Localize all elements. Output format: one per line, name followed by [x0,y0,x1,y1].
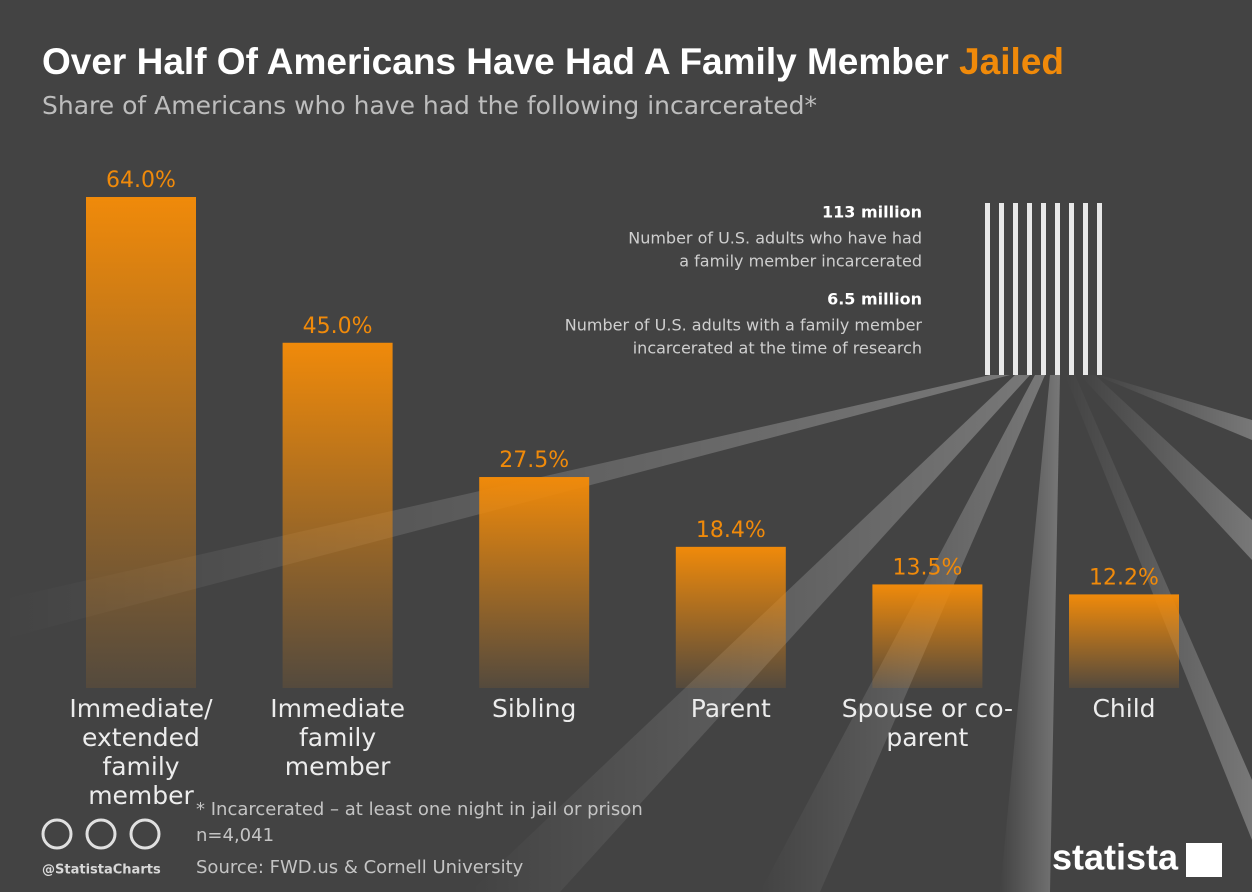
annotation-text: a family member incarcerated [679,252,922,271]
category-label: Immediate/ extended family member [69,694,213,810]
jail-bars [985,203,1102,375]
value-label: 12.2% [1089,565,1159,590]
bar [675,546,786,688]
category-label: Sibling [492,694,577,723]
category-label: Spouse or co-parent [841,694,1014,752]
annotation-text: incarcerated at the time of research [633,339,922,358]
brand-logo [1186,843,1222,877]
annotation-text: Number of U.S. adults who have had [628,229,922,248]
title-main: Over Half Of Americans Have Had A Family… [42,41,949,82]
bar [86,197,196,688]
annotation-figure: 6.5 million [827,290,922,309]
handle: @StatistaCharts [42,863,161,878]
brand: statista [1052,837,1179,878]
value-label: 18.4% [696,518,766,543]
value-label: 45.0% [303,314,373,339]
source: Source: FWD.us & Cornell University [196,857,524,878]
chart-title: Over Half Of Americans Have Had A Family… [42,41,1064,82]
license-icons [41,818,161,850]
category-label: Child [1092,694,1156,723]
footnote: * Incarcerated – at least one night in j… [196,799,643,820]
bar [1069,594,1179,688]
value-label: 27.5% [499,448,569,473]
bar [872,584,983,688]
title-highlight: Jailed [959,41,1064,82]
value-label: 13.5% [892,555,962,580]
bar [479,477,590,688]
category-label: Parent [690,694,771,723]
bar [282,342,393,688]
annotation-text: Number of U.S. adults with a family memb… [565,316,923,335]
sample-size: n=4,041 [196,825,274,846]
subtitle: Share of Americans who have had the foll… [42,91,817,120]
category-label: Immediate family member [270,694,405,781]
annotation-figure: 113 million [822,203,922,222]
value-label: 64.0% [106,168,176,193]
